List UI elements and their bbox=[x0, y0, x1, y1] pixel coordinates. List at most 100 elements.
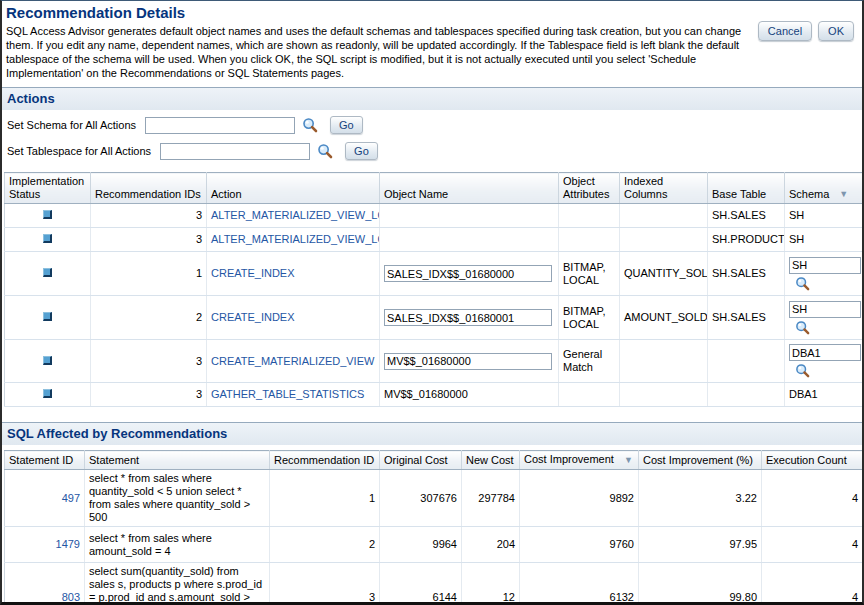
implementation-status-icon bbox=[43, 312, 52, 321]
page-description: SQL Access Advisor generates default obj… bbox=[2, 23, 770, 81]
set-schema-row: Set Schema for All Actions Go bbox=[7, 116, 857, 134]
sql-affected-section-header: SQL Affected by Recommendations bbox=[2, 422, 862, 445]
col-implementation-status: Implementation Status bbox=[5, 173, 91, 204]
recommendation-ids-cell: 3 bbox=[91, 383, 207, 407]
set-schema-input[interactable] bbox=[145, 117, 295, 134]
actions-table-header-row: Implementation Status Recommendation IDs… bbox=[5, 173, 863, 204]
table-row: 497 select * from sales where quantity_s… bbox=[5, 470, 863, 527]
col-schema-sort[interactable]: Schema ▼ bbox=[785, 173, 863, 204]
recommendation-id-cell: 2 bbox=[270, 527, 380, 563]
ok-button[interactable]: OK bbox=[818, 21, 854, 41]
action-link[interactable]: ALTER_MATERIALIZED_VIEW_LOG bbox=[211, 233, 380, 245]
statement-id-link[interactable]: 803 bbox=[62, 591, 80, 603]
base-table-cell: SH.SALES bbox=[708, 204, 785, 228]
search-icon[interactable] bbox=[795, 320, 810, 335]
new-cost-cell: 204 bbox=[462, 527, 520, 563]
object-name-input[interactable] bbox=[384, 353, 552, 370]
schema-cell: DBA1 bbox=[785, 383, 863, 407]
base-table-cell bbox=[708, 383, 785, 407]
set-schema-go-button[interactable]: Go bbox=[330, 116, 363, 134]
set-tablespace-input[interactable] bbox=[160, 143, 310, 160]
search-icon[interactable] bbox=[302, 117, 318, 133]
sort-desc-icon[interactable]: ▼ bbox=[839, 188, 848, 201]
table-row: 1479 select * from sales where amount_so… bbox=[5, 527, 863, 563]
schema-edit bbox=[789, 344, 858, 378]
action-link[interactable]: CREATE_MATERIALIZED_VIEW bbox=[211, 355, 374, 367]
object-attributes-cell: BITMAP, LOCAL bbox=[559, 252, 620, 296]
execution-count-cell: 4 bbox=[762, 563, 863, 605]
schema-input[interactable] bbox=[789, 257, 861, 274]
object-name-input[interactable] bbox=[384, 265, 552, 282]
search-icon[interactable] bbox=[795, 363, 810, 378]
sql-affected-table: Statement ID Statement Recommendation ID… bbox=[4, 450, 863, 605]
execution-count-cell: 4 bbox=[762, 470, 863, 527]
indexed-columns-cell bbox=[620, 340, 708, 383]
base-table-cell: SH.SALES bbox=[708, 296, 785, 340]
cost-improvement-cell: 6132 bbox=[520, 563, 639, 605]
recommendation-id-cell: 1 bbox=[270, 470, 380, 527]
col-base-table: Base Table bbox=[708, 173, 785, 204]
recommendation-ids-cell: 3 bbox=[91, 228, 207, 252]
search-icon[interactable] bbox=[795, 276, 810, 291]
statement-cell: select sum(quantity_sold) from sales s, … bbox=[85, 563, 270, 605]
cancel-button[interactable]: Cancel bbox=[758, 21, 812, 41]
table-row: 3 ALTER_MATERIALIZED_VIEW_LOG SH.SALES S… bbox=[5, 204, 863, 228]
implementation-status-icon bbox=[43, 389, 52, 398]
recommendation-id-cell: 3 bbox=[270, 563, 380, 605]
actions-table: Implementation Status Recommendation IDs… bbox=[4, 172, 863, 407]
object-attributes-cell: BITMAP, LOCAL bbox=[559, 296, 620, 340]
header-buttons: Cancel OK bbox=[758, 21, 854, 41]
cost-improvement-cell: 9760 bbox=[520, 527, 639, 563]
col-recommendation-id: Recommendation ID bbox=[270, 451, 380, 470]
schema-cell: SH bbox=[785, 204, 863, 228]
implementation-status-icon bbox=[43, 356, 52, 365]
col-indexed-columns: Indexed Columns bbox=[620, 173, 708, 204]
search-icon[interactable] bbox=[317, 143, 333, 159]
implementation-status-icon bbox=[43, 234, 52, 243]
schema-edit bbox=[789, 257, 858, 291]
table-row: 803 select sum(quantity_sold) from sales… bbox=[5, 563, 863, 605]
col-cost-improvement-label: Cost Improvement bbox=[524, 453, 614, 465]
action-link[interactable]: ALTER_MATERIALIZED_VIEW_LOG bbox=[211, 209, 380, 221]
object-name-input[interactable] bbox=[384, 309, 552, 326]
cost-improvement-cell: 9892 bbox=[520, 470, 639, 527]
recommendation-ids-cell: 2 bbox=[91, 296, 207, 340]
object-attributes-cell bbox=[559, 383, 620, 407]
cost-improvement-pct-cell: 97.95 bbox=[639, 527, 762, 563]
col-statement-id: Statement ID bbox=[5, 451, 85, 470]
table-row: 1 CREATE_INDEX BITMAP, LOCAL QUANTITY_SO… bbox=[5, 252, 863, 296]
set-tablespace-label: Set Tablespace for All Actions bbox=[7, 145, 151, 157]
statement-id-link[interactable]: 1479 bbox=[56, 538, 80, 550]
sort-desc-icon[interactable]: ▼ bbox=[624, 455, 633, 465]
implementation-status-icon bbox=[43, 210, 52, 219]
schema-edit bbox=[789, 301, 858, 335]
recommendation-ids-cell: 1 bbox=[91, 252, 207, 296]
original-cost-cell: 9964 bbox=[380, 527, 462, 563]
object-attributes-cell bbox=[559, 228, 620, 252]
col-cost-improvement-sort[interactable]: Cost Improvement ▼ bbox=[520, 451, 639, 470]
action-link[interactable]: GATHER_TABLE_STATISTICS bbox=[211, 388, 364, 400]
base-table-cell bbox=[708, 340, 785, 383]
page-title: Recommendation Details bbox=[2, 1, 862, 23]
object-name-cell: MV$$_01680000 bbox=[380, 383, 559, 407]
execution-count-cell: 4 bbox=[762, 527, 863, 563]
indexed-columns-cell bbox=[620, 228, 708, 252]
set-tablespace-go-button[interactable]: Go bbox=[345, 142, 378, 160]
schema-input[interactable] bbox=[789, 344, 861, 361]
schema-input[interactable] bbox=[789, 301, 861, 318]
recommendation-ids-cell: 3 bbox=[91, 340, 207, 383]
action-link[interactable]: CREATE_INDEX bbox=[211, 311, 295, 323]
statement-id-link[interactable]: 497 bbox=[62, 492, 80, 504]
cost-improvement-pct-cell: 99.80 bbox=[639, 563, 762, 605]
indexed-columns-cell: AMOUNT_SOLD bbox=[620, 296, 708, 340]
col-schema-label: Schema bbox=[789, 188, 829, 201]
col-statement: Statement bbox=[85, 451, 270, 470]
original-cost-cell: 6144 bbox=[380, 563, 462, 605]
indexed-columns-cell bbox=[620, 204, 708, 228]
object-attributes-cell: General Match bbox=[559, 340, 620, 383]
col-execution-count: Execution Count bbox=[762, 451, 863, 470]
new-cost-cell: 12 bbox=[462, 563, 520, 605]
action-link[interactable]: CREATE_INDEX bbox=[211, 267, 295, 279]
recommendation-ids-cell: 3 bbox=[91, 204, 207, 228]
col-object-name: Object Name bbox=[380, 173, 559, 204]
